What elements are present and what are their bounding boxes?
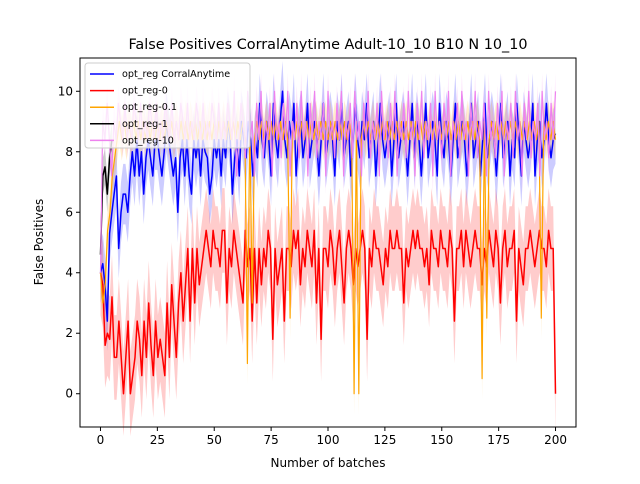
y-tick-label: 10 [58, 84, 73, 98]
legend-label-opt-reg-corralanytime: opt_reg CorralAnytime [122, 69, 230, 80]
band-opt-reg-0 [100, 188, 556, 437]
x-tick-label: 0 [97, 433, 105, 447]
y-axis-label: False Positives [32, 199, 46, 285]
legend-label-opt-reg-0-1: opt_reg-0.1 [122, 102, 177, 113]
series-line-opt-reg-0 [99, 229, 557, 395]
legend: opt_reg CorralAnytime opt_reg-0 opt_reg-0.… [84, 62, 251, 149]
x-tick-label: 25 [150, 433, 165, 447]
x-tick-label: 175 [487, 433, 510, 447]
legend-label-opt-reg-1: opt_reg-1 [122, 119, 168, 130]
y-tick-label: 0 [65, 387, 73, 401]
x-tick-label: 150 [430, 433, 453, 447]
legend-label-opt-reg-10: opt_reg-10 [122, 135, 174, 146]
y-tick-label: 4 [65, 266, 73, 280]
legend-box [84, 62, 251, 149]
x-axis-ticks: 0 25 50 75 100 125 150 175 200 [97, 427, 567, 447]
x-tick-label: 125 [373, 433, 396, 447]
x-axis-label: Number of batches [271, 456, 386, 470]
chart-title: False Positives CorralAnytime Adult-10_1… [128, 37, 527, 53]
x-tick-label: 75 [263, 433, 278, 447]
y-axis-ticks: 0 2 4 6 8 10 [58, 84, 80, 401]
y-tick-label: 6 [65, 205, 73, 219]
legend-label-opt-reg-0: opt_reg-0 [122, 86, 168, 97]
x-tick-label: 200 [544, 433, 567, 447]
y-tick-label: 2 [65, 326, 73, 340]
x-tick-label: 100 [317, 433, 340, 447]
x-tick-label: 50 [207, 433, 222, 447]
y-tick-label: 8 [65, 145, 73, 159]
